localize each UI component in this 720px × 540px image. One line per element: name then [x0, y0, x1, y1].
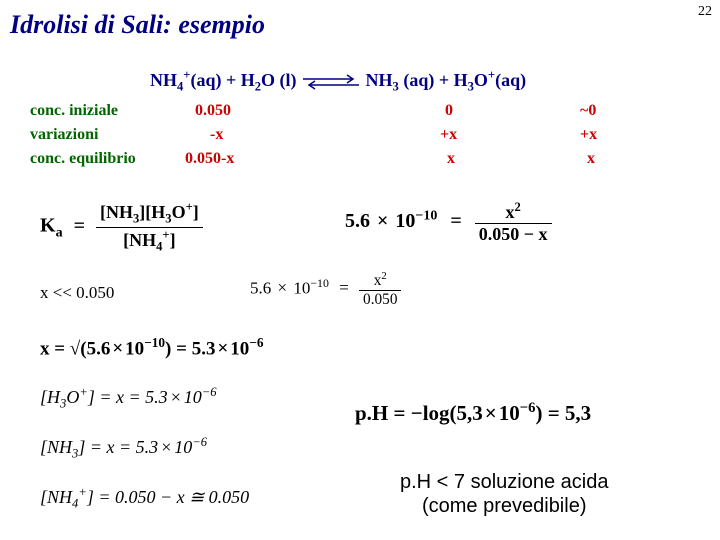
- ice-c3r2: +x: [580, 126, 597, 144]
- ph-result: p.H = −log(5,3×10−6) = 5,3: [355, 400, 591, 426]
- result-h3o: [H3O+] = x = 5.3×10−6: [40, 385, 217, 412]
- ice-c1r2: -x: [210, 126, 223, 144]
- ice-c2r1: 0: [445, 102, 453, 120]
- ice-c1r1: 0.050: [195, 102, 231, 120]
- ice-label-equilibrium: conc. equilibrio: [30, 150, 136, 168]
- equilibrium-arrow-icon: [301, 72, 361, 92]
- solve-x: x = √(5.6×10−10) = 5.3×10−6: [40, 335, 264, 360]
- page-title: Idrolisi di Sali: esempio: [10, 10, 265, 40]
- ice-c2r2: +x: [440, 126, 457, 144]
- ice-c3r1: ~0: [580, 102, 596, 120]
- ice-label-initial: conc. iniziale: [30, 102, 118, 120]
- approximation-equation: 5.6 × 10−10 = x2 0.050: [250, 270, 401, 309]
- conclusion-text: p.H < 7 soluzione acida (come prevedibil…: [400, 470, 608, 518]
- approximation-condition: x << 0.050: [40, 283, 114, 303]
- page-number: 22: [698, 4, 712, 20]
- ice-c3r3: x: [587, 150, 595, 168]
- ka-expression: Ka = [NH3][H3O+] [NH4+]: [40, 200, 203, 254]
- ice-label-change: variazioni: [30, 126, 98, 144]
- ka-value: 5.6 × 10−10 = x2 0.050 − x: [345, 200, 552, 245]
- ice-c1r3: 0.050-x: [185, 150, 234, 168]
- ice-c2r3: x: [447, 150, 455, 168]
- result-nh3: [NH3] = x = 5.3×10−6: [40, 435, 207, 462]
- reaction-equation: NH4+(aq) + H2O (l) NH3 (aq) + H3O+(aq): [150, 68, 526, 95]
- result-nh4: [NH4+] = 0.050 − x ≅ 0.050: [40, 485, 249, 512]
